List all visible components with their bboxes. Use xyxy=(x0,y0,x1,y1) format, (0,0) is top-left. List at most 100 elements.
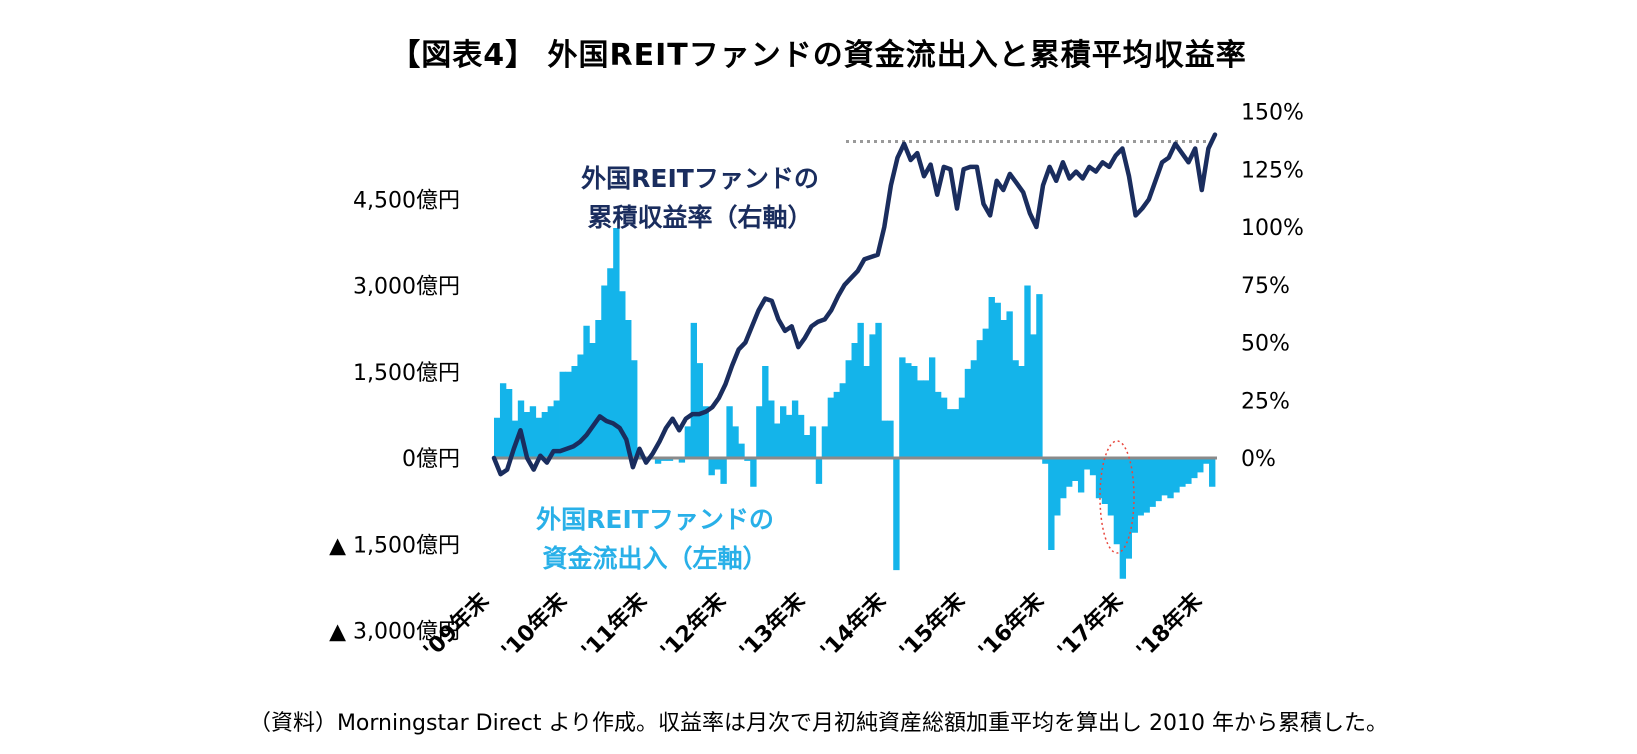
x-tick-label: '12年末 xyxy=(655,587,732,664)
x-axis-ticks: '09年末 '10年末 '11年末 '12年末 '13年末 '14年末 '15年末 '16年末… xyxy=(418,587,1208,664)
source-footnote: （資料）Morningstar Direct より作成。収益率は月次で月初純資産… xyxy=(248,711,1389,736)
flow-bar xyxy=(1083,458,1091,470)
flow-bar xyxy=(523,412,531,458)
flow-bar xyxy=(1185,458,1192,484)
flow-bar xyxy=(774,423,781,458)
flow-bar xyxy=(601,285,608,458)
flow-bar xyxy=(917,380,924,459)
flow-bar xyxy=(547,406,554,458)
flow-bar xyxy=(988,297,995,458)
flow-bar xyxy=(625,320,632,458)
left-tick-label: ▲ 1,500億円 xyxy=(329,533,460,558)
flow-bar xyxy=(875,322,882,459)
flow-bar xyxy=(1131,458,1138,533)
flow-bar xyxy=(958,397,966,459)
flow-bar xyxy=(1012,360,1019,458)
flow-bar xyxy=(499,383,507,458)
flow-bar xyxy=(762,366,769,458)
flow-bar xyxy=(1113,458,1121,545)
flow-bar xyxy=(583,325,590,458)
flow-bar xyxy=(1095,458,1103,499)
x-tick-label: '13年末 xyxy=(734,587,811,664)
flow-bar xyxy=(708,458,715,476)
flow-bar xyxy=(696,363,703,459)
annotation-returns-line2: 累積収益率（右軸） xyxy=(587,203,812,232)
x-tick-label: '14年末 xyxy=(815,587,892,664)
flow-bar xyxy=(934,391,942,459)
left-tick-label: 3,000億円 xyxy=(353,275,460,300)
flow-bar xyxy=(571,366,578,458)
flow-bar xyxy=(863,366,870,458)
flow-bar xyxy=(619,291,626,458)
flow-bar xyxy=(1089,458,1097,476)
flow-bar xyxy=(1101,458,1109,504)
series-annotations: 外国REITファンドの 累積収益率（右軸） 外国REITファンドの 資金流出入（… xyxy=(536,164,819,573)
right-axis-ticks: 150% 125% 100% 75% 50% 25% 0% xyxy=(1241,101,1304,473)
flow-bar xyxy=(797,414,805,459)
flow-bar xyxy=(1036,294,1043,459)
right-tick-label: 0% xyxy=(1241,447,1276,472)
flow-bar xyxy=(541,412,549,458)
flow-bar xyxy=(982,328,989,459)
flow-bar xyxy=(726,406,733,458)
flow-bar xyxy=(565,371,572,458)
flow-bar xyxy=(529,406,537,458)
flow-bar xyxy=(690,322,697,459)
flow-bar xyxy=(595,320,602,458)
flow-bar xyxy=(1143,458,1150,513)
left-tick-label: 0億円 xyxy=(402,447,460,472)
flow-bar xyxy=(946,409,954,459)
flow-bar xyxy=(905,363,912,459)
flow-bar xyxy=(678,458,686,463)
flow-bar xyxy=(738,443,745,459)
flow-bar xyxy=(881,420,888,459)
flow-bar xyxy=(577,354,584,458)
flow-bar xyxy=(827,397,835,459)
flow-bar xyxy=(1155,458,1162,502)
flow-bar xyxy=(780,406,787,458)
right-tick-label: 125% xyxy=(1241,158,1304,183)
flow-bar xyxy=(1149,458,1156,507)
flow-bar xyxy=(494,417,501,458)
flow-bar xyxy=(589,343,596,458)
x-tick-label: '17年末 xyxy=(1052,587,1129,664)
flow-bar xyxy=(1173,458,1180,493)
x-tick-label: '11年末 xyxy=(576,587,653,664)
flow-bar xyxy=(535,417,543,458)
right-tick-label: 75% xyxy=(1241,274,1290,299)
x-tick-label: '18年末 xyxy=(1131,587,1208,664)
flow-bar xyxy=(1125,458,1132,559)
flow-bar xyxy=(1077,458,1085,493)
left-axis-ticks: 4,500億円 3,000億円 1,500億円 0億円 ▲ 1,500億円 ▲ 3,000… xyxy=(329,188,460,644)
flow-bar xyxy=(893,458,900,571)
flow-bar xyxy=(553,400,560,458)
flow-bar xyxy=(714,458,721,470)
flow-bar xyxy=(702,406,709,458)
right-tick-label: 50% xyxy=(1241,332,1290,357)
flow-bar xyxy=(1203,458,1210,464)
flow-bar xyxy=(1042,458,1049,464)
flow-bar xyxy=(1179,458,1186,487)
annotation-flows-line1: 外国REITファンドの xyxy=(536,505,774,534)
right-tick-label: 25% xyxy=(1241,389,1290,414)
flow-bar xyxy=(970,360,978,458)
flow-bar xyxy=(732,426,739,459)
flow-bar xyxy=(899,357,906,459)
flow-bar xyxy=(654,458,662,464)
flow-bar xyxy=(1006,311,1013,459)
flow-bar xyxy=(928,357,936,459)
flow-bar xyxy=(1137,458,1144,516)
flow-bar xyxy=(791,400,799,458)
flow-bar xyxy=(833,391,840,459)
line-series-returns xyxy=(491,132,1218,477)
flow-bar xyxy=(940,397,948,459)
flow-bar xyxy=(684,426,692,459)
x-tick-label: '16年末 xyxy=(973,587,1050,664)
left-tick-label: ▲ 3,000億円 xyxy=(329,620,460,645)
flow-bar xyxy=(613,228,620,458)
flow-bar xyxy=(815,458,823,484)
flow-bar xyxy=(768,400,775,458)
flow-bar xyxy=(1066,458,1073,487)
x-tick-label: '15年末 xyxy=(894,587,971,664)
flow-bar xyxy=(1000,320,1007,458)
